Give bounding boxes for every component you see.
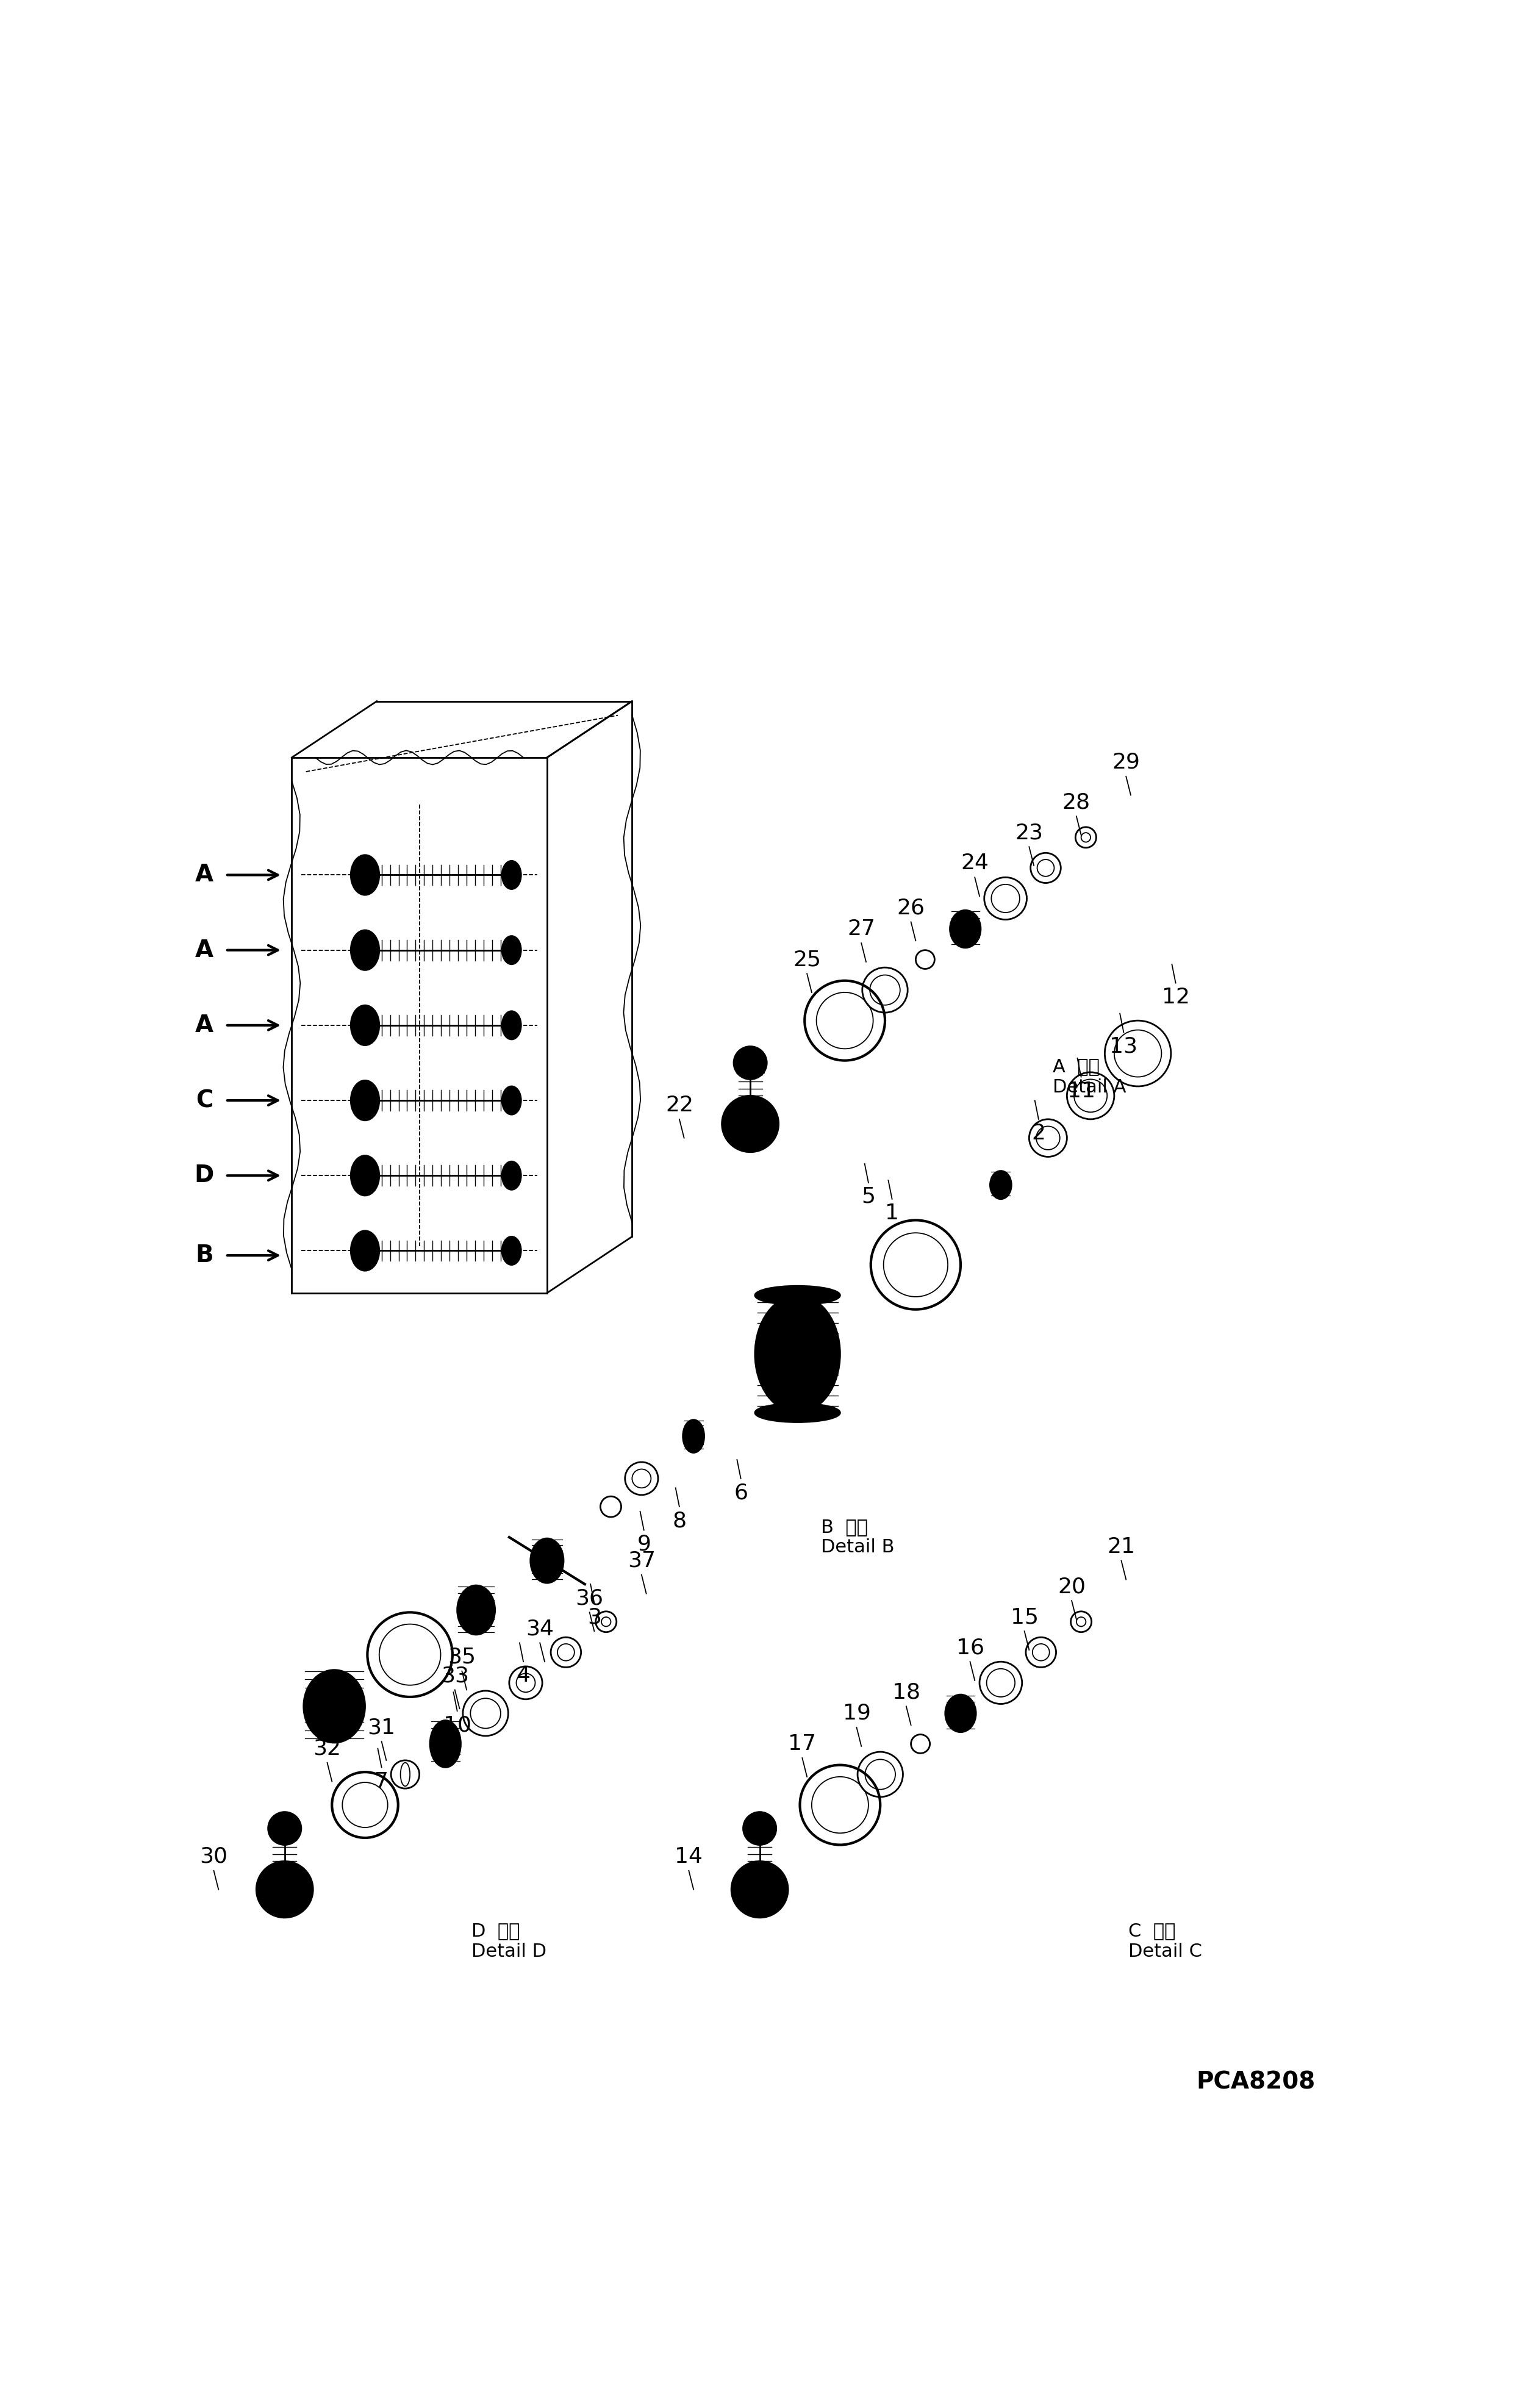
Text: 37: 37 (627, 1550, 656, 1571)
Text: C: C (196, 1089, 213, 1113)
Text: 7: 7 (374, 1770, 388, 1792)
Text: 11: 11 (1067, 1080, 1095, 1101)
Ellipse shape (351, 1231, 379, 1271)
Text: 36: 36 (576, 1588, 604, 1610)
Ellipse shape (755, 1286, 839, 1305)
Text: 15: 15 (1010, 1607, 1038, 1627)
Ellipse shape (502, 1161, 521, 1190)
Ellipse shape (457, 1586, 494, 1634)
Text: 27: 27 (847, 919, 875, 940)
Ellipse shape (530, 1538, 564, 1583)
Text: 4: 4 (516, 1665, 530, 1686)
Ellipse shape (351, 1156, 379, 1195)
Text: 35: 35 (448, 1646, 476, 1667)
Text: 14: 14 (675, 1847, 702, 1866)
Text: 12: 12 (1161, 986, 1190, 1008)
Text: 1: 1 (886, 1202, 899, 1223)
Text: 3: 3 (587, 1607, 601, 1627)
Text: 24: 24 (961, 854, 989, 873)
Ellipse shape (950, 909, 981, 948)
Text: 30: 30 (200, 1847, 228, 1866)
Text: 28: 28 (1063, 792, 1090, 813)
Ellipse shape (502, 861, 521, 890)
Text: 9: 9 (638, 1533, 651, 1555)
Ellipse shape (430, 1720, 460, 1768)
Text: 16: 16 (956, 1636, 984, 1658)
Text: B  詳細
Detail B: B 詳細 Detail B (821, 1519, 895, 1557)
Ellipse shape (733, 1046, 767, 1080)
Ellipse shape (502, 1087, 521, 1116)
Ellipse shape (256, 1862, 313, 1917)
Text: 2: 2 (1032, 1123, 1046, 1144)
Text: B: B (196, 1243, 214, 1267)
Ellipse shape (268, 1811, 302, 1845)
Text: 5: 5 (861, 1188, 875, 1207)
Text: A  詳細
Detail A: A 詳細 Detail A (1053, 1058, 1126, 1096)
Ellipse shape (744, 1811, 776, 1845)
Ellipse shape (990, 1171, 1012, 1200)
Ellipse shape (682, 1420, 704, 1454)
Ellipse shape (351, 854, 379, 895)
Ellipse shape (946, 1694, 976, 1732)
Text: A: A (196, 1015, 214, 1036)
Text: 17: 17 (788, 1734, 816, 1754)
Ellipse shape (303, 1670, 365, 1742)
Text: 19: 19 (842, 1703, 870, 1725)
Circle shape (316, 1689, 353, 1725)
Ellipse shape (351, 931, 379, 969)
Text: 26: 26 (896, 897, 926, 919)
Text: 22: 22 (665, 1094, 693, 1116)
Ellipse shape (732, 1862, 788, 1917)
Text: 21: 21 (1107, 1535, 1135, 1557)
Text: 13: 13 (1110, 1036, 1138, 1058)
Text: A: A (196, 864, 214, 888)
Text: PCA8208: PCA8208 (1197, 2070, 1315, 2094)
Text: D: D (194, 1164, 214, 1188)
Text: C  詳細
Detail C: C 詳細 Detail C (1129, 1922, 1203, 1960)
Ellipse shape (351, 1005, 379, 1046)
Text: 29: 29 (1112, 751, 1140, 772)
Text: 10: 10 (444, 1715, 471, 1734)
Ellipse shape (502, 1012, 521, 1039)
Ellipse shape (351, 1080, 379, 1120)
Text: 25: 25 (793, 950, 821, 969)
Text: 18: 18 (892, 1682, 921, 1703)
Text: 6: 6 (733, 1483, 748, 1502)
Text: 23: 23 (1015, 823, 1043, 842)
Text: 20: 20 (1058, 1576, 1086, 1598)
Text: A: A (196, 938, 214, 962)
Text: 33: 33 (440, 1665, 468, 1686)
Ellipse shape (755, 1403, 839, 1423)
Ellipse shape (502, 936, 521, 964)
Ellipse shape (722, 1096, 779, 1152)
Text: 31: 31 (368, 1718, 396, 1737)
Text: D  詳細
Detail D: D 詳細 Detail D (471, 1922, 547, 1960)
Ellipse shape (502, 1235, 521, 1264)
Text: 32: 32 (313, 1739, 342, 1758)
Text: 8: 8 (673, 1511, 687, 1531)
Ellipse shape (755, 1295, 839, 1413)
Text: 34: 34 (525, 1619, 554, 1639)
